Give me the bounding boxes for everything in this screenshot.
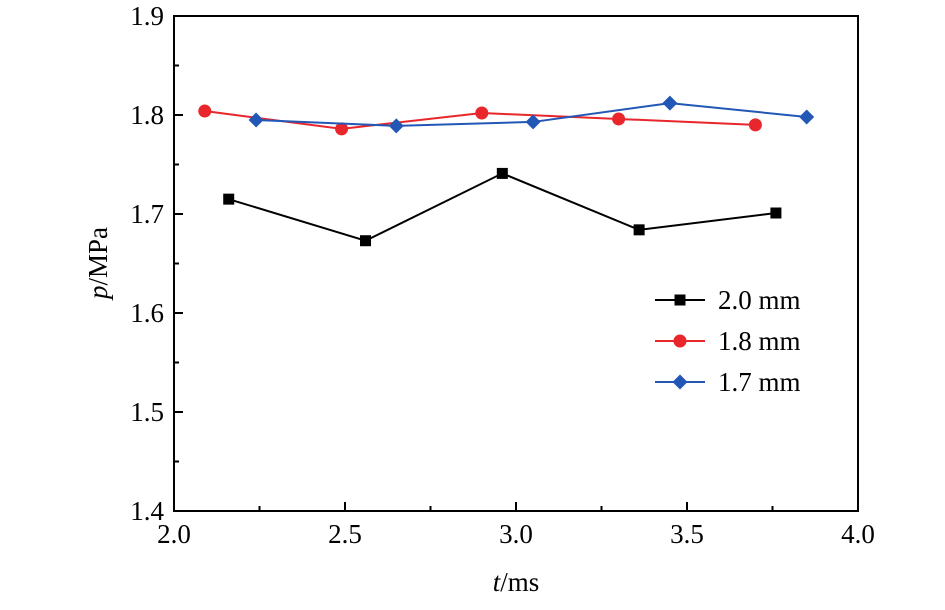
x-tick-label: 3.5 bbox=[670, 519, 704, 549]
y-tick-label: 1.5 bbox=[130, 397, 164, 427]
legend-marker bbox=[674, 294, 686, 306]
data-point bbox=[525, 114, 541, 130]
data-point bbox=[248, 112, 264, 128]
series-1 bbox=[198, 104, 762, 136]
data-point bbox=[388, 118, 404, 134]
plot-frame bbox=[173, 15, 859, 512]
data-point bbox=[475, 106, 489, 120]
series-0 bbox=[223, 167, 782, 247]
x-tick-label: 3.0 bbox=[499, 519, 533, 549]
y-tick-label: 1.6 bbox=[130, 298, 164, 328]
legend-item: 2.0 mm bbox=[655, 285, 801, 315]
x-tick-label: 4.0 bbox=[841, 519, 875, 549]
legend-marker bbox=[673, 334, 687, 348]
y-tick-label: 1.7 bbox=[130, 199, 164, 229]
legend-item: 1.7 mm bbox=[655, 367, 801, 397]
legend-label: 1.8 mm bbox=[718, 326, 801, 356]
ticks-layer: 2.0 2.5 3.0 3.5 4.0 1.4 1.5 1.6 1.7 1.8 1.9 bbox=[130, 1, 875, 549]
y-tick-label: 1.9 bbox=[130, 1, 164, 31]
series-2 bbox=[248, 95, 815, 134]
data-point bbox=[770, 207, 782, 219]
y-axis-title: p/MPa bbox=[83, 227, 113, 301]
y-tick-label: 1.8 bbox=[130, 100, 164, 130]
legend-label: 1.7 mm bbox=[718, 367, 801, 397]
series-layer bbox=[198, 95, 815, 247]
data-point bbox=[633, 224, 645, 236]
data-point bbox=[360, 235, 372, 247]
legend-item: 1.8 mm bbox=[655, 326, 801, 356]
data-point bbox=[662, 95, 678, 111]
data-point bbox=[335, 122, 349, 136]
x-axis-title: t/ms bbox=[493, 567, 540, 597]
data-point bbox=[198, 104, 212, 118]
legend: 2.0 mm 1.8 mm 1.7 mm bbox=[655, 285, 801, 397]
data-point bbox=[223, 193, 235, 205]
x-tick-label: 2.0 bbox=[157, 519, 191, 549]
data-point bbox=[799, 109, 815, 125]
x-tick-label: 2.5 bbox=[328, 519, 362, 549]
y-tick-label: 1.4 bbox=[130, 496, 164, 526]
data-point bbox=[748, 118, 762, 132]
data-point bbox=[612, 112, 626, 126]
legend-label: 2.0 mm bbox=[718, 285, 801, 315]
series-line bbox=[228, 172, 777, 242]
data-point bbox=[496, 167, 508, 179]
legend-marker bbox=[672, 374, 688, 390]
